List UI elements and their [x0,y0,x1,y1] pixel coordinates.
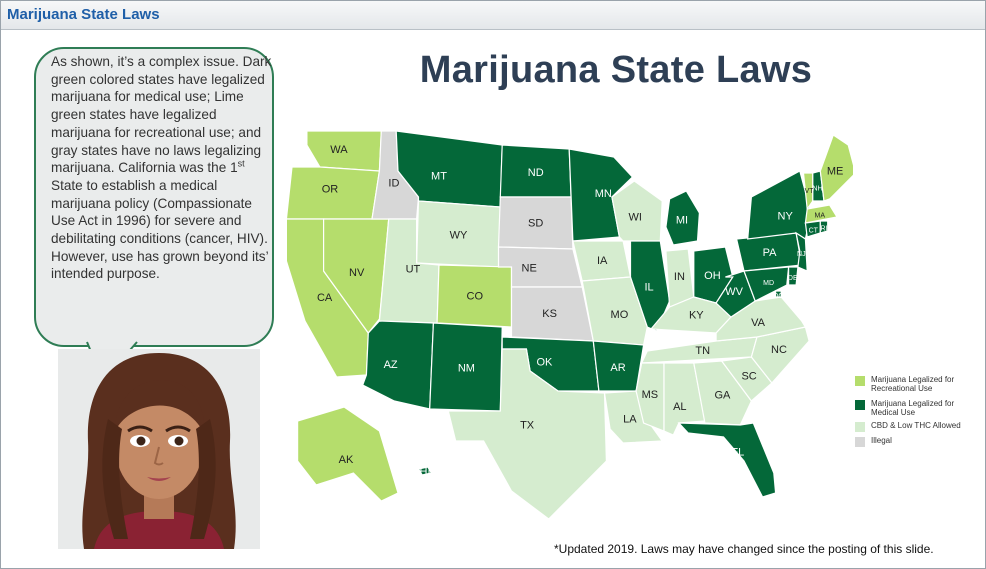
state-label-ny: NY [778,210,794,222]
state-label-az: AZ [384,359,398,371]
legend-label-illegal: Illegal [871,436,892,445]
state-va [715,296,807,342]
state-de [788,266,799,286]
state-label-id: ID [388,177,399,189]
state-fl [677,422,777,498]
bubble-text: As shown, it’s a complex issue. Dark gre… [51,53,273,283]
state-dc [775,290,782,298]
legend-swatch-cbd [855,422,865,432]
legend-swatch-medical [855,400,865,410]
state-label-ut: UT [406,263,421,275]
state-label-ky: KY [689,309,704,321]
bubble-text-sup: st [237,158,245,169]
state-label-ar: AR [610,362,625,374]
state-ny [747,170,812,240]
state-label-ms: MS [642,389,659,401]
state-label-nd: ND [528,167,544,179]
state-label-mo: MO [611,309,629,321]
state-ri [819,220,829,234]
state-label-pa: PA [763,247,778,259]
state-label-tx: TX [520,420,535,432]
state-label-mt: MT [431,170,447,182]
state-label-ga: GA [714,390,731,402]
state-label-wv: WV [725,286,743,298]
us-map: WA OR CA NV ID MT WY UT CO AZ NM ND SD NE KS OK TX MN IA MO… [285,130,853,520]
state-label-mi: MI [676,214,688,226]
state-label-ri: RI [821,226,828,233]
state-label-wy: WY [450,230,468,242]
state-label-nc: NC [771,344,787,356]
state-me [819,134,853,202]
state-il [629,240,671,332]
state-md [743,266,790,302]
state-nj [795,231,808,272]
state-label-va: VA [751,317,766,329]
header-bar: Marijuana State Laws [1,1,985,30]
legend-label-recreational: Marijuana Legalized for Recreational Use [871,375,955,393]
state-label-mn: MN [595,188,612,200]
state-hi [417,466,433,476]
header-title: Marijuana State Laws [7,6,160,23]
state-tx [447,348,608,520]
state-label-ma: MA [815,213,826,220]
state-label-fl: FL [731,447,744,459]
state-mo [581,276,648,346]
state-label-nv: NV [349,267,365,279]
state-label-co: CO [467,291,484,303]
speech-bubble [34,47,274,347]
footnote: *Updated 2019. Laws may have changed sin… [554,542,934,556]
legend-swatch-illegal [855,437,865,447]
state-label-ok: OK [536,356,553,368]
state-ma [804,204,838,224]
state-label-sc: SC [741,371,756,383]
state-label-wa: WA [330,144,348,156]
bubble-text-1: As shown, it’s a complex issue. Dark gre… [51,54,272,176]
state-label-ca: CA [317,292,333,304]
state-label-wi: WI [628,211,641,223]
state-az [361,320,435,410]
state-ga [693,360,753,426]
state-label-tn: TN [695,345,710,357]
state-label-ak: AK [339,454,354,466]
state-label-de: DE [788,275,798,282]
state-label-nm: NM [458,363,475,375]
state-label-vt: VT [805,188,815,195]
state-label-la: LA [623,414,637,426]
state-label-ia: IA [597,255,608,267]
state-label-md: MD [763,280,774,287]
state-label-il: IL [645,281,654,293]
legend-swatch-recreational [855,376,865,386]
state-label-me: ME [827,166,844,178]
presenter-avatar [58,349,260,549]
state-label-in: IN [674,271,685,283]
state-label-dc: DC [773,293,783,300]
state-label-ct: CT [809,228,819,235]
state-label-or: OR [322,184,339,196]
state-label-hi: HI [420,466,431,478]
state-label-oh: OH [704,270,721,282]
state-label-ks: KS [542,308,557,320]
state-ak [297,406,399,502]
state-label-nj: NJ [797,251,806,258]
state-ne [497,246,583,288]
bubble-text-2: State to establish a medical marijuana p… [51,177,269,282]
state-label-ne: NE [522,262,537,274]
slide-title: Marijuana State Laws [419,49,813,91]
state-label-nh: NH [812,186,822,193]
legend-label-medical: Marijuana Legalized for Medical Use [871,399,955,417]
legend-label-cbd: CBD & Low THC Allowed [871,421,961,430]
state-mi [665,190,701,246]
state-label-al: AL [673,401,686,413]
state-ms [635,362,665,432]
state-label-sd: SD [528,218,543,230]
